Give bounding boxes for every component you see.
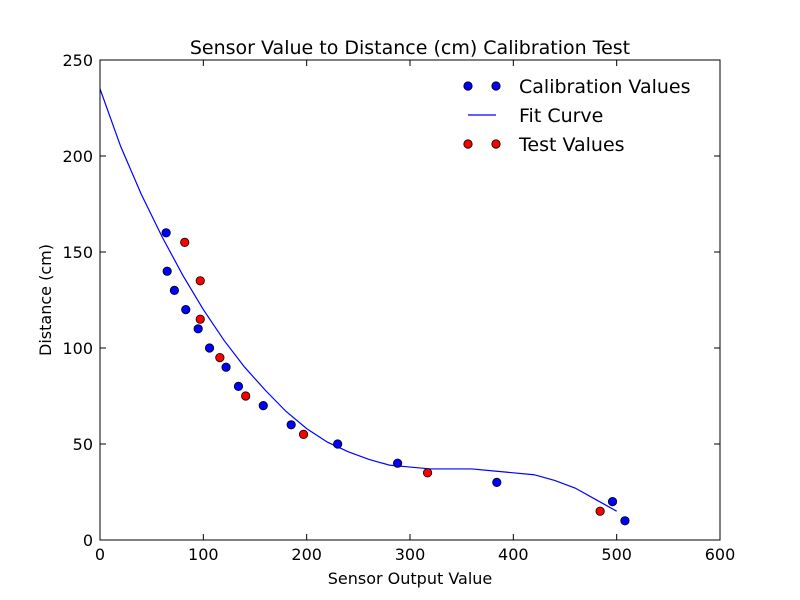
- legend-marker: [463, 81, 473, 91]
- calibration-value-point: [169, 285, 179, 295]
- test-value-point: [195, 276, 205, 286]
- test-value-point: [422, 468, 433, 478]
- legend: Calibration Values Fit Curve Test Values: [463, 76, 691, 156]
- calibration-value-point: [492, 477, 502, 487]
- calibration-value-point: [392, 458, 403, 468]
- calibration-value-point: [181, 304, 191, 315]
- calibration-value-point: [258, 400, 268, 411]
- calibration-value-point: [193, 324, 203, 334]
- legend-label: Calibration Values: [519, 76, 691, 98]
- legend-label: Fit Curve: [519, 105, 603, 127]
- calibration-value-point: [161, 228, 171, 238]
- x-tick-label: 200: [291, 545, 322, 564]
- y-tick-label: 0: [83, 531, 93, 550]
- legend-marker: [491, 81, 501, 91]
- x-tick-label: 400: [498, 545, 529, 564]
- fit-curve-line: [100, 88, 617, 512]
- legend-item: Calibration Values: [463, 76, 691, 98]
- test-value-point: [215, 352, 225, 363]
- y-tick-label: 100: [62, 339, 93, 358]
- test-value-point: [195, 314, 205, 324]
- y-tick-label: 200: [62, 147, 93, 166]
- legend-label: Test Values: [518, 134, 625, 156]
- y-tick-label: 150: [62, 243, 93, 262]
- plot-series: [100, 88, 630, 526]
- y-axis-title: Distance (cm): [36, 244, 55, 356]
- plot-area: [100, 88, 630, 526]
- calibration-value-point: [162, 266, 172, 276]
- calibration-value-point: [221, 362, 231, 372]
- calibration-value-point: [204, 343, 215, 353]
- legend-item: Test Values: [463, 134, 625, 156]
- y-tick-label: 50: [73, 435, 93, 454]
- x-tick-label: 600: [705, 545, 736, 564]
- legend-marker: [463, 139, 473, 149]
- legend-marker: [491, 139, 501, 149]
- test-value-point: [595, 506, 605, 516]
- calibration-value-point: [233, 381, 244, 391]
- plot-frame: [99, 59, 721, 541]
- test-value-point: [180, 237, 190, 247]
- calibration-value-point: [333, 439, 343, 449]
- x-tick-label: 0: [95, 545, 105, 564]
- legend-item: Fit Curve: [468, 105, 603, 127]
- calibration-value-point: [620, 516, 630, 526]
- calibration-value-point: [286, 420, 296, 430]
- axis-ticks: 0 100 200 300 400 500 600 0 50 100 150 200 250: [62, 51, 735, 564]
- x-tick-label: 500: [601, 545, 632, 564]
- calibration-value-point: [607, 496, 618, 507]
- x-tick-label: 300: [395, 545, 426, 564]
- test-value-point: [298, 429, 309, 439]
- test-value-point: [241, 391, 251, 401]
- y-tick-label: 250: [62, 51, 93, 70]
- x-axis-title: Sensor Output Value: [328, 569, 493, 588]
- x-tick-label: 100: [188, 545, 219, 564]
- chart-title: Sensor Value to Distance (cm) Calibratio…: [190, 37, 630, 59]
